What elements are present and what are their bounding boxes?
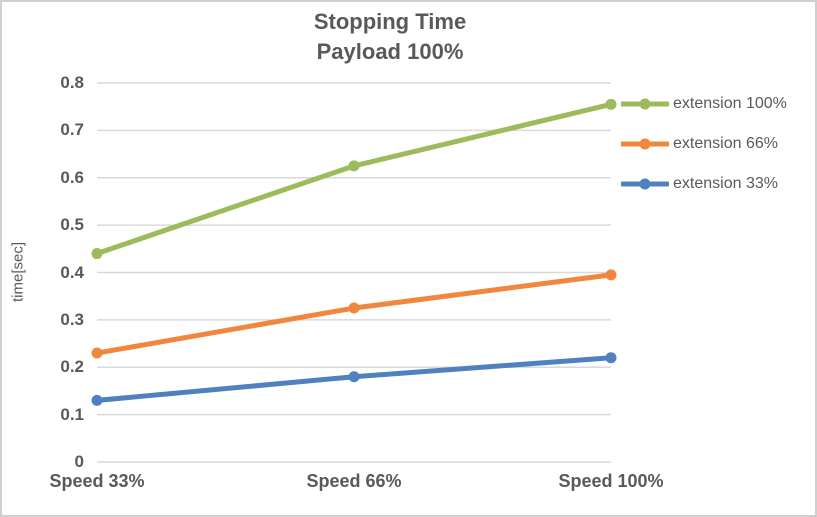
legend-item-extension-66: extension 66% [621,124,787,164]
legend-label: extension 100% [673,95,787,112]
series-marker-extension-66 [348,302,360,314]
legend: extension 100% extension 66% extension 33% [621,84,787,204]
y-tick-label: 0.8 [60,73,84,92]
series-marker-extension-66 [91,347,103,359]
chart-title-line1: Stopping Time [313,9,467,34]
legend-label: extension 33% [673,175,778,192]
y-tick-label: 0.5 [60,215,84,235]
chart-title-line2: Payload 100% [316,39,464,64]
series-marker-extension-100 [91,248,103,260]
y-tick-label: 0 [74,452,84,471]
chart-title: Stopping Time Payload 100% [0,7,780,67]
x-tick-label: Speed 33% [49,471,145,491]
legend-marker-icon [621,178,669,190]
y-tick-label: 0.6 [60,167,84,187]
y-tick-label: 0.2 [60,357,84,377]
legend-marker-icon [621,138,669,150]
series-marker-extension-100 [605,98,617,110]
series-marker-extension-33 [605,352,617,364]
y-tick-label: 0.1 [60,404,84,424]
legend-label: extension 66% [673,135,778,152]
series-marker-extension-33 [91,394,103,406]
y-tick-label: 0.4 [60,262,84,282]
x-tick-label: Speed 100% [558,471,664,491]
series-marker-extension-33 [348,371,360,383]
y-tick-label: 0.7 [60,120,84,140]
y-axis-tick-labels: 0 0.1 0.2 0.3 0.4 0.5 0.6 0.7 0.8 [0,0,84,517]
series-marker-extension-66 [605,269,617,281]
y-tick-label: 0.3 [60,309,84,329]
legend-marker-icon [621,98,669,110]
x-tick-label: Speed 66% [306,471,402,491]
legend-item-extension-100: extension 100% [621,84,787,124]
legend-item-extension-33: extension 33% [621,164,787,204]
series-marker-extension-100 [348,160,360,172]
